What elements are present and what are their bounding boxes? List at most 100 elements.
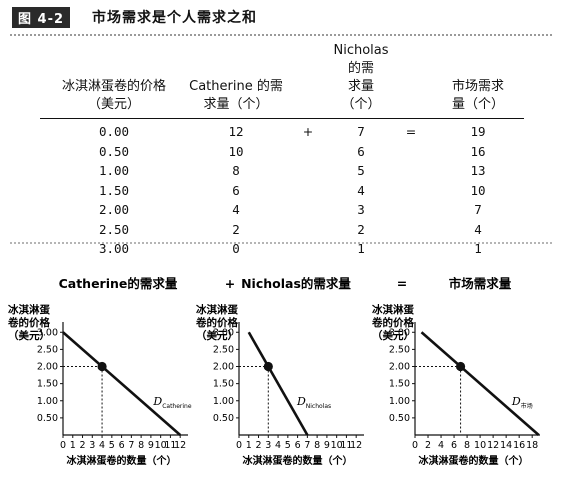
- catherine-x-tick-label: 3: [89, 440, 95, 451]
- market-y-axis-label-line: 卷的价格: [371, 316, 414, 329]
- market-x-tick-label: 10: [474, 440, 486, 451]
- catherine-y-tick-label: 0.50: [37, 413, 58, 424]
- market-x-tick-label: 0: [412, 440, 418, 451]
- nicholas-x-tick-label: 10: [331, 440, 343, 451]
- market-demand-point: [455, 361, 466, 372]
- market-x-tick-label: 18: [526, 440, 538, 451]
- cell-nicholas: 3: [357, 202, 365, 218]
- nicholas-y-tick-label: 1.00: [213, 396, 234, 407]
- market-x-tick-label: 6: [451, 440, 457, 451]
- market-y-tick-label: 1.50: [389, 379, 410, 390]
- market-chart-title: 市场需求量: [449, 276, 512, 291]
- table-row: 2.50 2 2 4: [40, 220, 524, 240]
- nicholas-x-tick-label: 5: [285, 440, 291, 451]
- catherine-demand-curve: [62, 331, 182, 436]
- catherine-x-tick-label: 10: [155, 440, 167, 451]
- nicholas-y-tick-label: 2.00: [213, 362, 234, 373]
- catherine-y-tick-label: 3.00: [37, 327, 58, 338]
- graph-equals-sign: =: [397, 276, 407, 291]
- market-y-axis-label-line: （美元）: [372, 329, 414, 342]
- market-y-tick-label: 0.50: [389, 413, 410, 424]
- catherine-x-tick-label: 2: [80, 440, 86, 451]
- cell-nicholas: 4: [357, 182, 365, 198]
- figure-number-badge: 图 4-2: [12, 6, 71, 28]
- nicholas-x-axis-label: 冰淇淋蛋卷的数量（个）: [243, 454, 353, 467]
- header-equals-spacer: [390, 42, 432, 119]
- catherine-x-tick-label: 12: [174, 440, 186, 451]
- cell-market: 7: [474, 202, 482, 218]
- nicholas-x-tick-label: 7: [304, 440, 310, 451]
- cell-nicholas: 5: [357, 163, 365, 179]
- cell-price: 1.00: [98, 163, 130, 179]
- catherine-y-axis-label-line: 冰淇淋蛋: [8, 303, 50, 316]
- market-x-tick-label: 8: [464, 440, 470, 451]
- catherine-y-tick-label: 1.50: [37, 379, 58, 390]
- cell-catherine: 0: [232, 241, 240, 257]
- table-row: 1.50 6 4 10: [40, 181, 524, 201]
- figure-title: 市场需求是个人需求之和: [92, 10, 258, 26]
- nicholas-chart-title: Nicholas的需求量: [241, 276, 351, 291]
- equals-sign: =: [405, 124, 417, 140]
- figure-header: 图 4-2 市场需求是个人需求之和: [12, 6, 257, 28]
- cell-market: 13: [470, 163, 486, 179]
- table-top-border: [10, 34, 552, 36]
- table-header-row: 冰淇淋蛋卷的价格 （美元） Catherine 的需 求量（个） Nichola…: [40, 42, 524, 119]
- catherine-x-tick-label: 5: [109, 440, 115, 451]
- cell-catherine: 4: [232, 202, 240, 218]
- market-x-tick-label: 12: [487, 440, 499, 451]
- header-nicholas-line2: 求量（个）: [341, 79, 381, 112]
- catherine-y-tick-label: 2.00: [37, 362, 58, 373]
- cell-catherine: 12: [228, 124, 244, 140]
- market-x-tick-label: 4: [438, 440, 444, 451]
- cell-price: 2.00: [98, 202, 130, 218]
- table-row: 0.00 12 + 7 = 19: [40, 119, 524, 142]
- nicholas-y-axis-label-line: 冰淇淋蛋: [196, 303, 238, 316]
- table-row: 0.50 10 6 16: [40, 142, 524, 162]
- nicholas-demand-point: [263, 361, 273, 372]
- header-nicholas: Nicholas 的需 求量（个）: [332, 42, 390, 119]
- cell-catherine: 10: [228, 143, 244, 159]
- cell-price: 2.50: [98, 221, 130, 237]
- cell-price: 3.00: [98, 241, 130, 257]
- catherine-x-axis-label: 冰淇淋蛋卷的数量（个）: [67, 454, 177, 467]
- cell-nicholas: 7: [357, 124, 365, 140]
- catherine-x-tick-label: 6: [119, 440, 125, 451]
- catherine-curve-label-subscript: Catherine: [162, 403, 192, 410]
- market-demand-curve: [420, 331, 540, 436]
- cell-market: 10: [470, 182, 486, 198]
- market-x-axis-label: 冰淇淋蛋卷的数量（个）: [419, 454, 529, 467]
- cell-price: 0.00: [98, 124, 130, 140]
- catherine-x-tick-label: 8: [138, 440, 144, 451]
- market-x-tick-label: 16: [513, 440, 525, 451]
- catherine-x-tick-label: 7: [128, 440, 134, 451]
- market-y-axis-label-line: 冰淇淋蛋: [372, 303, 414, 316]
- nicholas-y-tick-label: 1.50: [213, 379, 234, 390]
- header-price-line1: 冰淇淋蛋卷的价格: [61, 79, 166, 94]
- header-plus-spacer: [284, 42, 332, 119]
- header-catherine: Catherine 的需 求量（个）: [188, 42, 284, 119]
- demand-schedule-table: 冰淇淋蛋卷的价格 （美元） Catherine 的需 求量（个） Nichola…: [40, 42, 524, 259]
- nicholas-x-tick-label: 9: [324, 440, 330, 451]
- market-y-tick-label: 1.00: [389, 396, 410, 407]
- header-price-line2: （美元）: [87, 97, 140, 112]
- graph-plus-sign: +: [225, 276, 235, 291]
- cell-catherine: 8: [232, 163, 240, 179]
- nicholas-x-tick-label: 3: [265, 440, 271, 451]
- nicholas-x-tick-label: 2: [256, 440, 262, 451]
- catherine-x-tick-label: 0: [60, 440, 66, 451]
- catherine-y-axis-label-line: （美元）: [8, 329, 50, 342]
- table-row: 1.00 8 5 13: [40, 161, 524, 181]
- market-curve-label: D市场: [511, 395, 533, 410]
- cell-market: 19: [470, 124, 486, 140]
- cell-catherine: 6: [232, 182, 240, 198]
- cell-catherine: 2: [232, 221, 240, 237]
- catherine-x-tick-label: 11: [164, 440, 176, 451]
- catherine-y-tick-label: 2.50: [37, 344, 58, 355]
- table-bottom-border: [10, 242, 552, 244]
- header-market-line1: 市场需求: [451, 79, 504, 94]
- table-row: 3.00 0 1 1: [40, 239, 524, 259]
- nicholas-y-axis-label-line: （美元）: [196, 329, 238, 342]
- nicholas-x-tick-label: 12: [350, 440, 362, 451]
